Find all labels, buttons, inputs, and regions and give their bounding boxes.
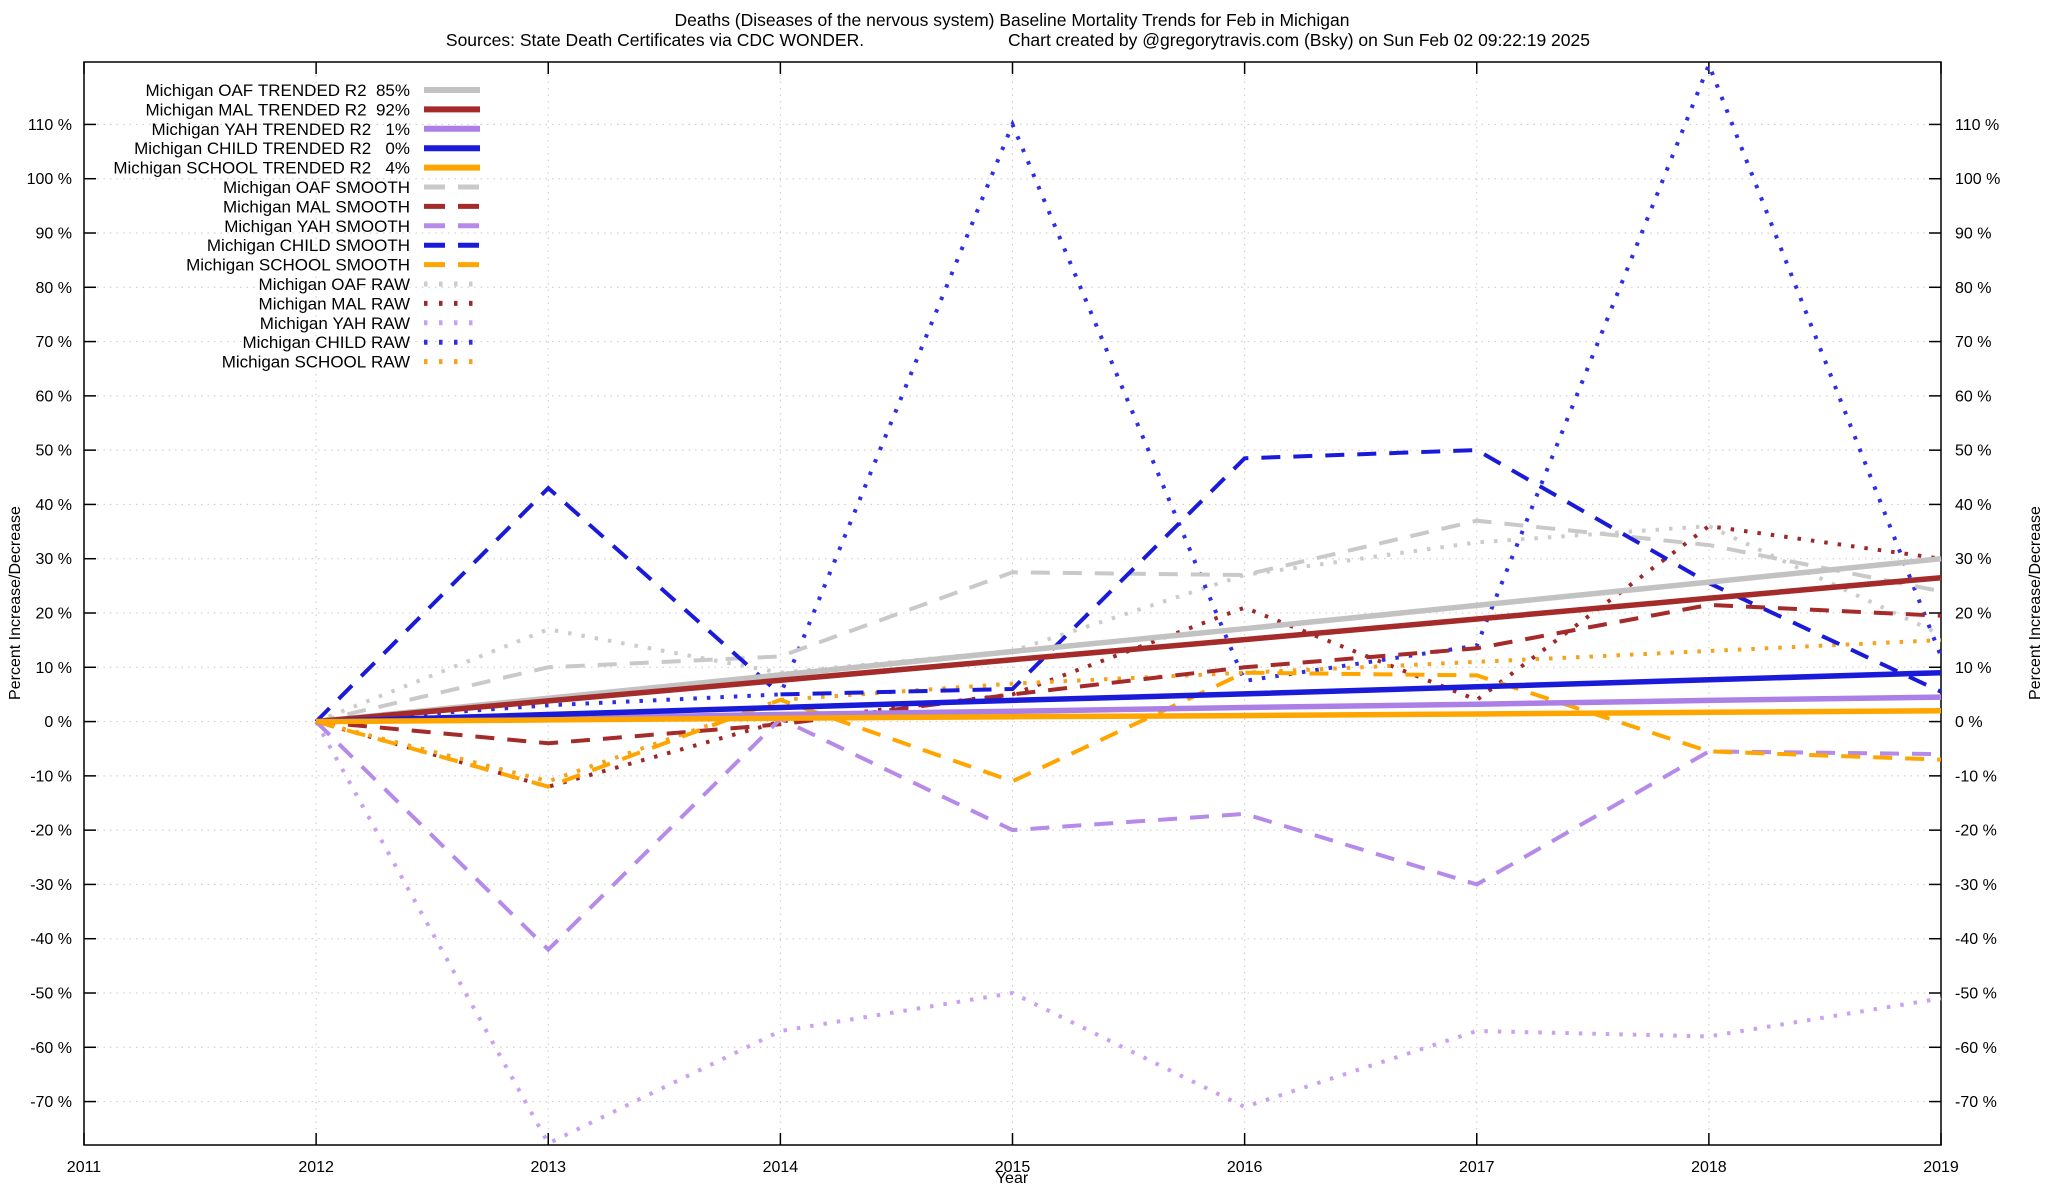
- series-line-yah-raw: [314, 720, 1942, 1147]
- legend-label-yah-trended: Michigan YAH TRENDED R2 1%: [151, 120, 410, 139]
- series-line-yah-smooth: [314, 716, 1942, 953]
- y-tick-label-right-40: 40 %: [1955, 497, 1991, 514]
- y-tick-label-left-0: 0 %: [44, 714, 72, 731]
- series-line-child-raw: [315, 59, 1943, 724]
- y-tick-label-right--70: -70 %: [1955, 1094, 1997, 1111]
- y-tick-label-right-100: 100 %: [1955, 171, 2000, 188]
- x-tick-label-2011: 2011: [67, 1159, 102, 1176]
- y-tick-label-left--70: -70 %: [30, 1094, 72, 1111]
- x-tick-label-2017: 2017: [1459, 1159, 1495, 1176]
- legend-label-yah-smooth: Michigan YAH SMOOTH: [224, 217, 410, 236]
- x-tick-label-2015: 2015: [995, 1159, 1031, 1176]
- y-tick-label-right--20: -20 %: [1955, 823, 1997, 840]
- y-tick-label-right-20: 20 %: [1955, 606, 1991, 623]
- x-tick-label-2019: 2019: [1923, 1159, 1959, 1176]
- y-tick-label-left--10: -10 %: [30, 768, 72, 785]
- chart-subtitle-sources: Sources: State Death Certificates via CD…: [445, 30, 865, 50]
- y-tick-label-right-80: 80 %: [1955, 280, 1991, 297]
- series-line-school-trended: [316, 707, 1942, 725]
- y-tick-label-right-10: 10 %: [1955, 660, 1991, 677]
- plot-border: [83, 61, 1942, 1146]
- x-tick-label-2018: 2018: [1691, 1159, 1727, 1176]
- y-tick-label-left-80: 80 %: [36, 280, 72, 297]
- legend-label-mal-trended: Michigan MAL TRENDED R2 92%: [145, 100, 410, 119]
- chart-title: Deaths (Diseases of the nervous system) …: [674, 10, 1350, 30]
- y-tick-label-left-90: 90 %: [36, 226, 72, 243]
- x-axis-label: Year: [995, 1170, 1029, 1187]
- legend-label-school-raw: Michigan SCHOOL RAW: [222, 353, 410, 372]
- y-tick-label-left-40: 40 %: [36, 497, 72, 514]
- y-tick-label-left--30: -30 %: [30, 877, 72, 894]
- legend-label-mal-smooth: Michigan MAL SMOOTH: [223, 197, 410, 216]
- y-tick-label-right--50: -50 %: [1955, 986, 1997, 1003]
- y-tick-label-right-30: 30 %: [1955, 551, 1991, 568]
- y-tick-label-right--10: -10 %: [1955, 768, 1997, 785]
- x-tick-label-2013: 2013: [530, 1159, 566, 1176]
- x-tick-label-2012: 2012: [298, 1159, 334, 1176]
- y-tick-label-right--40: -40 %: [1955, 931, 1997, 948]
- y-tick-label-left-20: 20 %: [36, 606, 72, 623]
- series-line-oaf-trended: [315, 555, 1942, 725]
- legend-label-child-trended: Michigan CHILD TRENDED R2 0%: [134, 139, 410, 158]
- y-tick-label-right-60: 60 %: [1955, 388, 1991, 405]
- y-tick-label-right-110: 110 %: [1955, 117, 1999, 134]
- y-tick-label-left-100: 100 %: [27, 171, 72, 188]
- x-tick-label-2014: 2014: [763, 1159, 799, 1176]
- y-tick-label-left-60: 60 %: [36, 388, 72, 405]
- legend-label-oaf-smooth: Michigan OAF SMOOTH: [223, 178, 410, 197]
- series-line-mal-smooth: [315, 602, 1942, 746]
- legend-label-school-trended: Michigan SCHOOL TRENDED R2 4%: [113, 159, 410, 178]
- y-tick-label-left--60: -60 %: [30, 1040, 72, 1057]
- y-tick-label-left-110: 110 %: [28, 117, 72, 134]
- y-tick-label-right-50: 50 %: [1955, 443, 1991, 460]
- y-tick-label-left--50: -50 %: [30, 986, 72, 1003]
- x-tick-label-2016: 2016: [1227, 1159, 1263, 1176]
- y-tick-label-right--30: -30 %: [1955, 877, 1997, 894]
- series-line-child-trended: [316, 669, 1942, 725]
- legend-label-child-smooth: Michigan CHILD SMOOTH: [207, 236, 410, 255]
- series-line-child-smooth: [314, 448, 1942, 724]
- y-tick-label-left-30: 30 %: [36, 551, 72, 568]
- y-tick-label-right-90: 90 %: [1955, 226, 1991, 243]
- legend-label-oaf-trended: Michigan OAF TRENDED R2 85%: [145, 81, 410, 100]
- legend-label-mal-raw: Michigan MAL RAW: [259, 294, 410, 313]
- y-tick-label-right-70: 70 %: [1955, 334, 1991, 351]
- y-tick-label-left--40: -40 %: [30, 931, 72, 948]
- series-line-mal-trended: [315, 574, 1942, 725]
- y-tick-label-right-0: 0 %: [1955, 714, 1983, 731]
- series-line-oaf-raw: [315, 524, 1942, 724]
- legend-label-oaf-raw: Michigan OAF RAW: [259, 275, 410, 294]
- y-tick-label-left-70: 70 %: [36, 334, 72, 351]
- legend-label-yah-raw: Michigan YAH RAW: [260, 314, 410, 333]
- legend-label-school-smooth: Michigan SCHOOL SMOOTH: [186, 256, 410, 275]
- y-tick-label-left--20: -20 %: [30, 823, 72, 840]
- series-line-oaf-smooth: [315, 518, 1942, 724]
- y-tick-label-left-10: 10 %: [36, 660, 72, 677]
- y-tick-label-left-50: 50 %: [36, 443, 72, 460]
- chart-subtitle-created: Chart created by @gregorytravis.com (Bsk…: [1008, 30, 1590, 50]
- y-tick-label-right--60: -60 %: [1955, 1040, 1997, 1057]
- legend-label-child-raw: Michigan CHILD RAW: [242, 333, 410, 352]
- series-line-school-smooth: [315, 670, 1942, 789]
